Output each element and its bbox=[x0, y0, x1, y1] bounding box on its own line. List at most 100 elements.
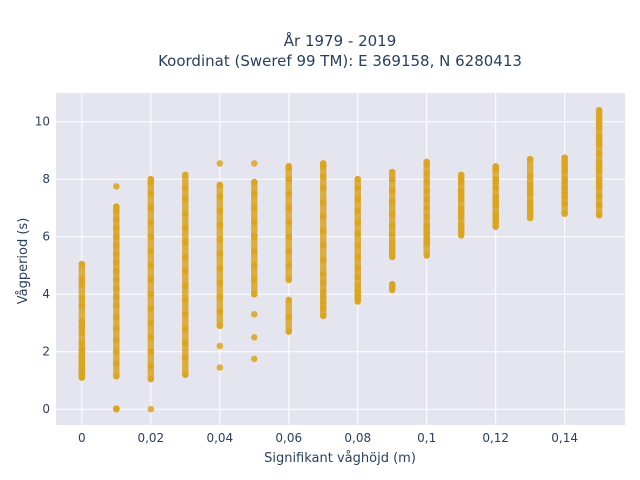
data-point bbox=[216, 221, 224, 229]
data-point bbox=[147, 233, 155, 241]
data-point bbox=[250, 276, 258, 284]
data-point bbox=[113, 224, 120, 232]
x-tick-label: 0,06 bbox=[275, 431, 302, 445]
data-point bbox=[285, 162, 293, 170]
data-point bbox=[285, 296, 293, 304]
data-point bbox=[319, 270, 327, 278]
data-point bbox=[78, 302, 86, 310]
data-point bbox=[250, 290, 258, 298]
data-point bbox=[388, 175, 396, 183]
data-point bbox=[113, 183, 120, 190]
x-tick-label: 0,1 bbox=[417, 431, 436, 445]
data-point bbox=[595, 193, 603, 200]
data-point bbox=[147, 319, 155, 327]
data-point bbox=[457, 207, 465, 215]
data-point bbox=[457, 213, 465, 220]
data-point bbox=[354, 265, 362, 272]
data-point bbox=[216, 279, 224, 287]
data-point bbox=[457, 196, 465, 203]
data-point bbox=[354, 230, 362, 238]
data-point bbox=[216, 207, 224, 215]
data-point bbox=[113, 313, 120, 321]
data-point bbox=[526, 173, 534, 180]
data-point bbox=[595, 118, 603, 126]
data-point bbox=[354, 196, 362, 203]
data-point bbox=[492, 184, 499, 192]
data-point bbox=[216, 364, 224, 371]
data-point bbox=[216, 265, 224, 272]
data-point bbox=[182, 171, 189, 179]
data-point bbox=[423, 252, 431, 259]
data-point bbox=[285, 276, 293, 284]
plot-background bbox=[56, 93, 625, 425]
data-point bbox=[182, 196, 189, 203]
data-point bbox=[285, 328, 293, 335]
data-point bbox=[388, 239, 396, 246]
data-point bbox=[285, 313, 293, 321]
data-point bbox=[457, 190, 465, 197]
data-point bbox=[492, 223, 499, 230]
data-point bbox=[423, 224, 431, 232]
data-point bbox=[113, 336, 120, 344]
data-point bbox=[319, 279, 327, 287]
data-point bbox=[595, 211, 603, 219]
data-point bbox=[147, 362, 155, 370]
data-point bbox=[388, 187, 396, 195]
data-point bbox=[423, 240, 431, 248]
data-point bbox=[147, 375, 155, 383]
data-point bbox=[319, 227, 327, 235]
data-point bbox=[595, 112, 603, 120]
data-point bbox=[285, 219, 293, 226]
data-point bbox=[216, 160, 224, 167]
data-point bbox=[182, 282, 189, 289]
data-point bbox=[250, 311, 258, 318]
data-point bbox=[113, 242, 120, 249]
data-point bbox=[78, 374, 86, 381]
data-point bbox=[457, 231, 465, 239]
data-point bbox=[113, 359, 120, 367]
data-point bbox=[250, 355, 258, 363]
data-point bbox=[216, 308, 224, 315]
data-point bbox=[595, 137, 603, 144]
data-point bbox=[388, 221, 396, 229]
data-points bbox=[78, 106, 603, 413]
data-point bbox=[319, 288, 327, 295]
y-axis-title: Vågperiod (s) bbox=[16, 218, 31, 305]
data-point bbox=[354, 219, 362, 226]
data-point bbox=[216, 181, 224, 189]
data-point bbox=[113, 276, 120, 284]
data-point bbox=[182, 184, 189, 192]
data-point bbox=[182, 354, 189, 361]
data-point bbox=[182, 224, 189, 232]
data-point bbox=[250, 190, 258, 197]
data-point bbox=[526, 185, 534, 193]
data-point bbox=[113, 259, 120, 266]
x-tick-label: 0,12 bbox=[482, 431, 509, 445]
y-tick-label: 6 bbox=[42, 230, 50, 244]
x-tick-label: 0 bbox=[78, 431, 86, 445]
data-point bbox=[78, 280, 86, 288]
data-point bbox=[319, 299, 327, 307]
data-point bbox=[285, 247, 293, 255]
data-point bbox=[319, 312, 327, 320]
data-point bbox=[147, 276, 155, 284]
data-point bbox=[182, 339, 189, 347]
data-point bbox=[147, 178, 155, 186]
data-point bbox=[250, 233, 258, 241]
data-point bbox=[319, 256, 327, 264]
data-point bbox=[423, 161, 431, 169]
data-point bbox=[561, 210, 568, 218]
data-point bbox=[216, 322, 224, 330]
data-point bbox=[78, 329, 86, 337]
tick-labels: 0 0,02 0,04 0,06 0,08 0,1 0,12 0,14 0 2 4 6 8 10 bbox=[35, 115, 578, 445]
data-point bbox=[216, 342, 224, 350]
data-point bbox=[319, 242, 327, 249]
x-tick-label: 0,04 bbox=[206, 431, 233, 445]
data-point bbox=[78, 260, 86, 268]
chart-title: År 1979 - 2019 bbox=[284, 31, 397, 50]
x-tick-label: 0,14 bbox=[551, 431, 578, 445]
data-point bbox=[423, 178, 431, 186]
data-point bbox=[595, 162, 603, 170]
data-point bbox=[388, 230, 396, 238]
data-point bbox=[113, 207, 120, 215]
